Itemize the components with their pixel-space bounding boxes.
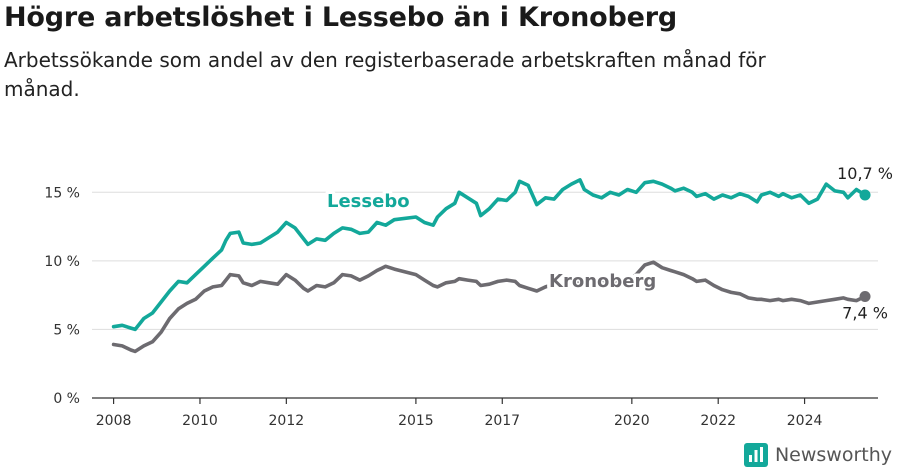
newsworthy-brand: Newsworthy <box>743 442 892 468</box>
chart-title: Högre arbetslöshet i Lessebo än i Kronob… <box>4 2 678 33</box>
axes: 0 % 5 % 10 % 15 % 2008 2010 2012 2015 2017 2020 20… <box>44 185 878 429</box>
x-tick-label: 2017 <box>484 413 520 429</box>
newsworthy-chart-icon <box>743 443 768 467</box>
y-tick-label: 0 % <box>53 391 80 407</box>
brand-name: Newsworthy <box>774 444 892 466</box>
y-tick-label: 10 % <box>44 254 80 270</box>
x-tick-label: 2022 <box>700 413 736 429</box>
x-tick-label: 2015 <box>398 413 434 429</box>
gridlines <box>92 191 878 330</box>
y-tick-label: 15 % <box>44 185 80 201</box>
x-tick-label: 2024 <box>787 413 823 429</box>
y-tick-label: 5 % <box>53 322 80 338</box>
end-point-kronoberg <box>859 291 871 303</box>
series-label-halo: Lessebo <box>327 191 410 212</box>
series-label-kronoberg: Kronoberg <box>549 271 656 292</box>
end-value-label-lessebo: 10,7 % <box>837 164 893 183</box>
x-tick-label: 2012 <box>269 413 305 429</box>
series-line-kronoberg <box>111 260 867 354</box>
x-tick-label: 2008 <box>96 413 132 429</box>
series-label-lessebo: Lessebo <box>327 191 410 212</box>
end-value-label-kronoberg: 7,4 % <box>842 304 888 323</box>
x-tick-label: 2010 <box>182 413 218 429</box>
series-line-lessebo <box>111 178 867 332</box>
series-lines <box>111 178 871 354</box>
x-tick-label: 2020 <box>614 413 650 429</box>
chart-subtitle: Arbetssökande som andel av den registerb… <box>4 48 766 101</box>
end-point-lessebo <box>859 189 871 201</box>
series-label-halo: Kronoberg <box>549 271 656 292</box>
